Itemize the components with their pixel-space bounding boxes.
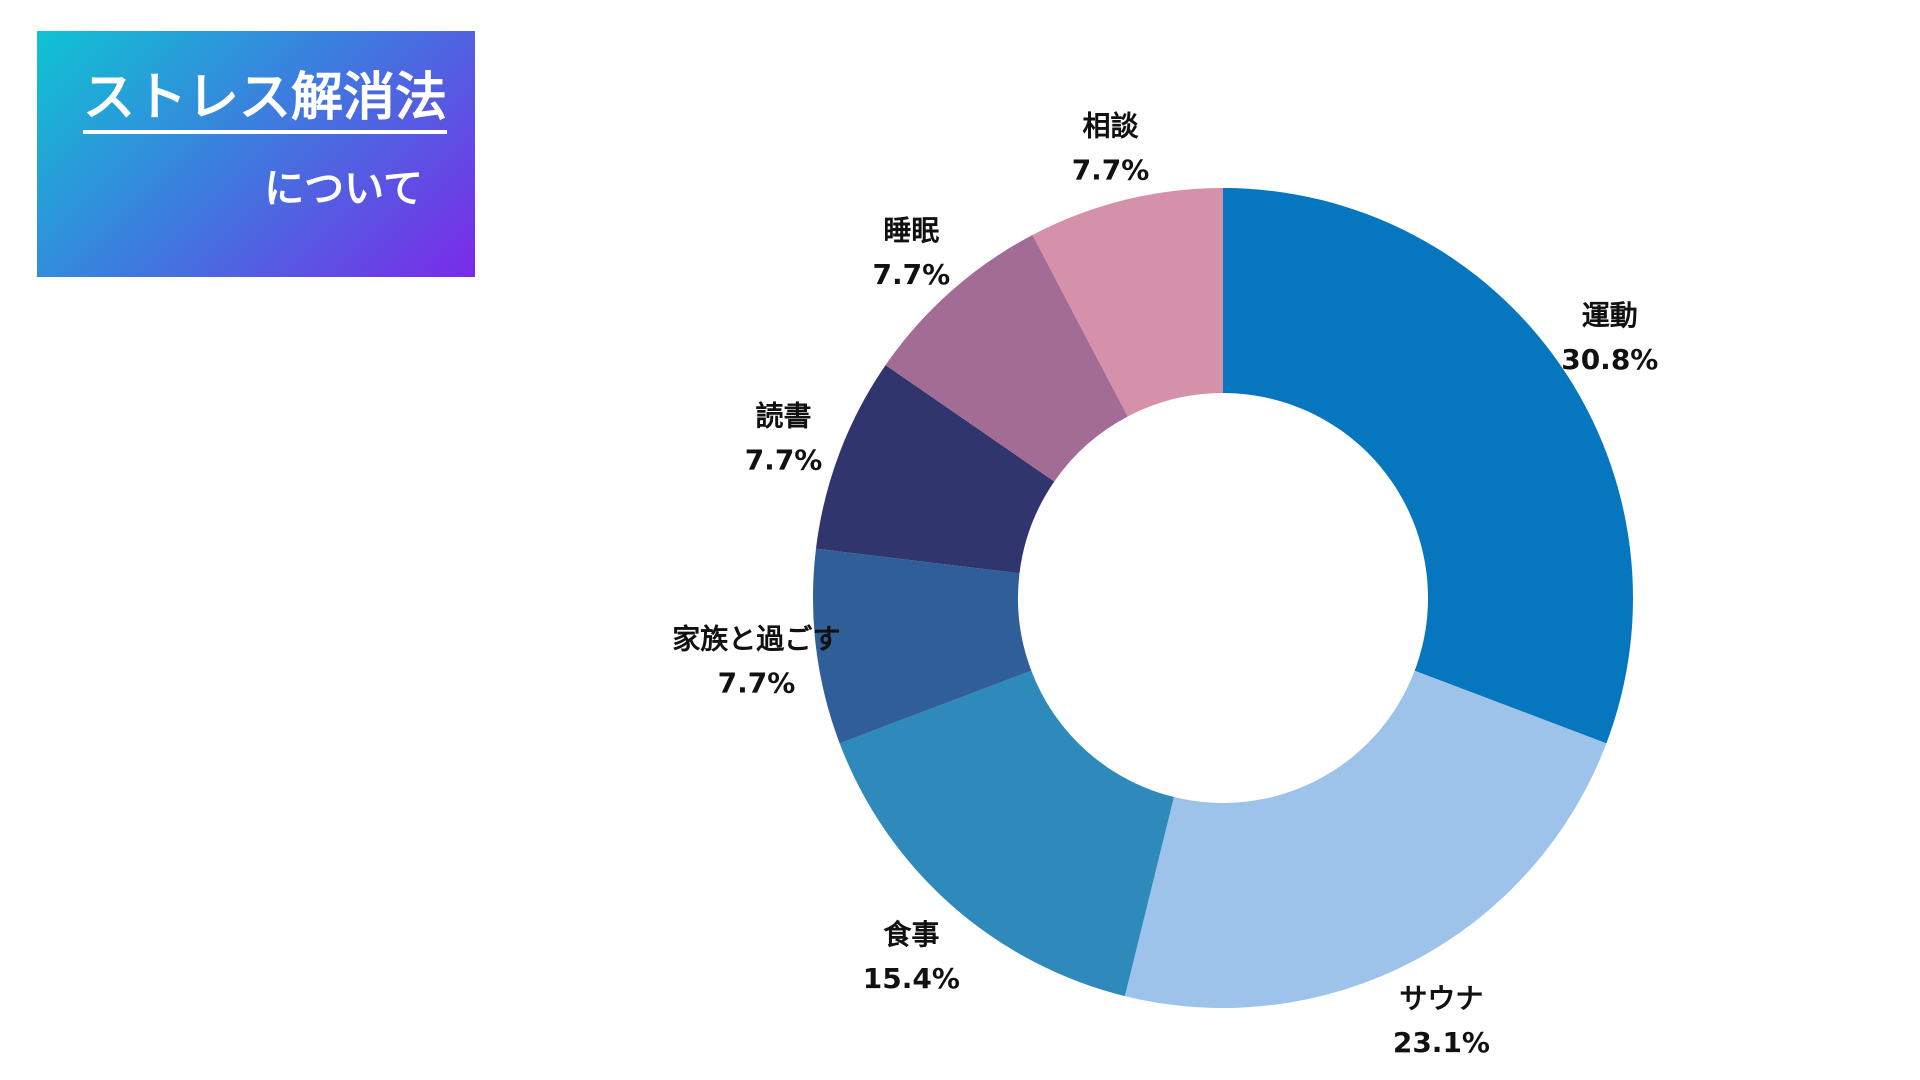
slice-value-label: 30.8%	[1561, 343, 1658, 376]
slice-value-label: 7.7%	[718, 667, 796, 700]
slice-label-6: 睡眠 7.7%	[873, 214, 951, 291]
slice-value-label: 7.7%	[873, 258, 951, 291]
slice-label-3: 食事 15.4%	[863, 918, 960, 995]
slice-label-7: 相談 7.7%	[1072, 110, 1150, 187]
slice-label-5: 読書 7.7%	[745, 399, 823, 476]
donut-slice-5	[815, 365, 1055, 574]
slice-category-label: 運動	[1582, 299, 1638, 332]
slice-value-label: 15.4%	[863, 962, 960, 995]
slice-category-label: 読書	[756, 399, 812, 432]
slice-label-4: 家族と過ごす 7.7%	[672, 623, 840, 700]
slice-category-label: 睡眠	[883, 214, 939, 247]
slice-category-label: 相談	[1083, 110, 1140, 143]
page-title: ストレス解消法	[65, 67, 465, 134]
slice-category-label: 家族と過ごす	[672, 623, 840, 656]
donut-slice-2	[1124, 670, 1607, 1008]
donut-slice-6	[885, 234, 1128, 482]
donut-slice-3	[839, 670, 1174, 997]
donut-labels: 運動30.8%サウナ23.1%食事15.4%家族と過ごす7.7%読書7.7%睡眠…	[672, 110, 1658, 1060]
slice-value-label: 7.7%	[745, 443, 823, 476]
page-title-text: ストレス解消法	[82, 68, 447, 134]
donut-slice-1	[1223, 188, 1633, 744]
page-subtitle: について	[264, 166, 423, 212]
donut-slice-7	[1032, 188, 1223, 417]
slice-category-label: 食事	[883, 918, 939, 951]
slice-value-label: 7.7%	[1072, 154, 1150, 187]
slice-label-1: 運動 30.8%	[1561, 299, 1658, 376]
donut-slices	[813, 188, 1633, 1008]
title-banner: ストレス解消法 について	[37, 31, 475, 277]
slice-category-label: サウナ	[1399, 982, 1483, 1015]
slice-value-label: 23.1%	[1393, 1026, 1490, 1059]
donut-slice-4	[813, 548, 1032, 744]
slice-label-2: サウナ 23.1%	[1393, 982, 1490, 1059]
